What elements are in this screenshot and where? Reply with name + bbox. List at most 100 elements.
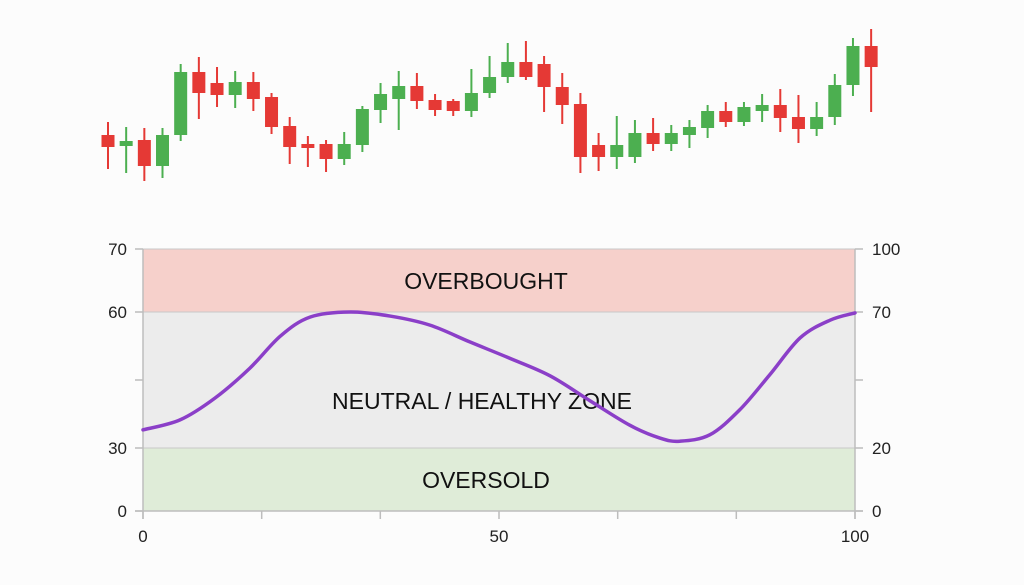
- candle-body: [682, 127, 696, 135]
- candle-down: [791, 95, 805, 143]
- candle-up: [682, 120, 696, 148]
- candle-down: [101, 122, 115, 169]
- candle-up: [828, 74, 842, 125]
- candle-body: [283, 126, 297, 147]
- candle-up: [846, 38, 860, 96]
- candle-down: [555, 73, 569, 124]
- candle-down: [319, 140, 333, 172]
- candle-body: [828, 85, 842, 117]
- x-label-100: 100: [841, 527, 869, 546]
- candle-up: [628, 120, 642, 163]
- candle-up: [337, 132, 351, 165]
- candle-body: [156, 135, 170, 166]
- candle-down: [192, 57, 206, 119]
- candle-body: [410, 86, 424, 101]
- candle-up: [701, 105, 715, 138]
- y-ticks: [135, 248, 863, 512]
- candle-body: [301, 144, 315, 148]
- candle-down: [519, 41, 533, 80]
- neutral-zone: [143, 312, 855, 448]
- candle-up: [392, 71, 406, 130]
- candle-down: [246, 72, 260, 111]
- candle-down: [210, 67, 224, 107]
- candle-body: [265, 97, 279, 127]
- candle-body: [101, 135, 115, 147]
- candle-body: [446, 101, 460, 111]
- y-left-label-60: 60: [108, 303, 127, 322]
- candle-body: [483, 77, 497, 93]
- candle-body: [174, 72, 188, 135]
- candle-body: [864, 46, 878, 67]
- candle-down: [283, 117, 297, 164]
- candle-body: [537, 64, 551, 87]
- candle-body: [210, 83, 224, 95]
- candle-up: [228, 71, 242, 108]
- candle-body: [501, 62, 515, 77]
- zone-label-neutral: NEUTRAL / HEALTHY ZONE: [332, 388, 632, 414]
- candle-up: [610, 116, 624, 169]
- y-right-label-0: 0: [872, 502, 881, 521]
- y-left-label-0: 0: [118, 502, 127, 521]
- candle-body: [337, 144, 351, 159]
- candle-body: [791, 117, 805, 129]
- zone-label-oversold: OVERSOLD: [422, 467, 550, 493]
- candle-up: [755, 94, 769, 122]
- candle-down: [573, 93, 587, 173]
- candle-body: [355, 109, 369, 145]
- candle-down: [301, 136, 315, 167]
- candle-body: [392, 86, 406, 99]
- candle-up: [737, 102, 751, 126]
- candle-body: [192, 72, 206, 93]
- candle-up: [501, 43, 515, 83]
- candle-down: [428, 94, 442, 116]
- candle-up: [156, 128, 170, 178]
- candle-down: [265, 93, 279, 134]
- candle-body: [737, 107, 751, 122]
- candle-body: [810, 117, 824, 129]
- candle-down: [773, 89, 787, 132]
- candle-body: [519, 62, 533, 77]
- candle-up: [119, 127, 133, 173]
- candle-down: [537, 56, 551, 112]
- oversold-zone: [143, 448, 855, 511]
- candle-body: [228, 82, 242, 95]
- candle-up: [483, 56, 497, 98]
- candle-up: [355, 106, 369, 152]
- candle-body: [573, 104, 587, 157]
- candle-up: [174, 64, 188, 141]
- x-ticks: [142, 511, 856, 519]
- candlestick-chart: [101, 29, 878, 181]
- candle-up: [810, 102, 824, 136]
- candle-body: [555, 87, 569, 105]
- candle-up: [664, 125, 678, 151]
- candle-down: [410, 73, 424, 109]
- candle-body: [719, 111, 733, 122]
- candle-body: [664, 133, 678, 144]
- candle-body: [374, 94, 388, 110]
- candle-down: [137, 128, 151, 181]
- candle-down: [864, 29, 878, 112]
- candle-body: [137, 140, 151, 166]
- candle-body: [464, 93, 478, 111]
- y-right-label-20: 20: [872, 439, 891, 458]
- candle-body: [628, 133, 642, 157]
- candle-up: [464, 69, 478, 117]
- rsi-line: [141, 310, 857, 444]
- candle-body: [319, 144, 333, 159]
- zone-label-overbought: OVERBOUGHT: [404, 268, 568, 294]
- y-right-label-100: 100: [872, 240, 900, 259]
- candle-down: [446, 99, 460, 116]
- rsi-chart: OVERBOUGHT NEUTRAL / HEALTHY ZONE OVERSO…: [108, 240, 900, 546]
- candle-body: [755, 105, 769, 111]
- candle-body: [701, 111, 715, 128]
- candle-up: [374, 83, 388, 123]
- candle-body: [646, 133, 660, 144]
- y-right-label-70: 70: [872, 303, 891, 322]
- candle-down: [592, 133, 606, 171]
- candle-body: [119, 141, 133, 146]
- y-left-label-70: 70: [108, 240, 127, 259]
- candle-body: [428, 100, 442, 110]
- x-label-0: 0: [138, 527, 147, 546]
- candle-down: [646, 118, 660, 151]
